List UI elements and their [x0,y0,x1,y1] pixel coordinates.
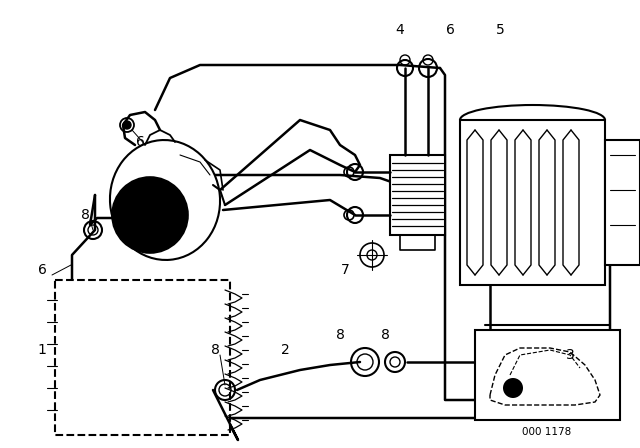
Text: 1: 1 [38,343,47,357]
Text: 6: 6 [445,23,454,37]
Text: 2: 2 [280,343,289,357]
Text: 8: 8 [81,208,90,222]
Text: 8: 8 [381,328,389,342]
Bar [460,120,605,285]
Text: 4: 4 [396,23,404,37]
Text: 8: 8 [211,343,220,357]
Circle shape [122,187,178,243]
Text: 8: 8 [335,328,344,342]
Bar [475,330,620,420]
Circle shape [112,177,188,253]
Circle shape [123,121,131,129]
Ellipse shape [110,140,220,260]
Circle shape [503,378,523,398]
Circle shape [132,197,168,233]
Circle shape [142,207,158,223]
Text: 5: 5 [495,23,504,37]
Text: 6: 6 [38,263,47,277]
Text: 3: 3 [566,348,574,362]
Circle shape [145,210,155,220]
Text: 000 1178: 000 1178 [522,427,572,437]
Bar [390,155,445,235]
Text: 6: 6 [136,135,145,149]
Bar [605,140,640,265]
Text: 7: 7 [340,263,349,277]
Bar [55,280,230,435]
Bar [475,330,620,420]
